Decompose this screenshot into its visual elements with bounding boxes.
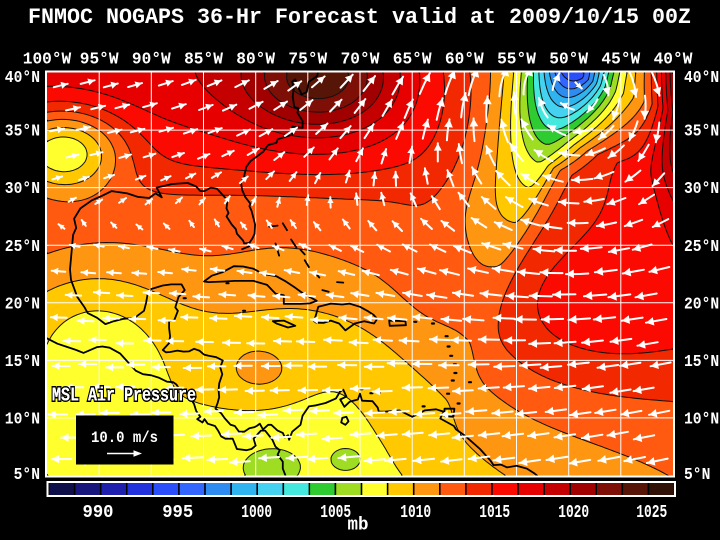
svg-text:30°N: 30°N: [684, 180, 719, 199]
svg-text:15°N: 15°N: [5, 353, 40, 372]
svg-text:15°N: 15°N: [684, 353, 719, 372]
svg-text:100°W: 100°W: [23, 51, 72, 70]
svg-text:85°W: 85°W: [184, 51, 224, 70]
svg-text:35°N: 35°N: [5, 123, 40, 142]
svg-text:20°N: 20°N: [5, 295, 40, 314]
svg-text:MSL Air Pressure: MSL Air Pressure: [52, 385, 196, 407]
svg-text:10°N: 10°N: [5, 411, 40, 430]
svg-text:40°N: 40°N: [684, 69, 719, 88]
svg-text:1025: 1025: [636, 503, 667, 523]
svg-text:1005: 1005: [320, 503, 351, 523]
svg-text:70°W: 70°W: [341, 51, 381, 70]
svg-text:35°N: 35°N: [684, 123, 719, 142]
svg-text:FNMOC NOGAPS 36-Hr Forecast va: FNMOC NOGAPS 36-Hr Forecast valid at 200…: [28, 5, 691, 30]
svg-text:MSL Air Pressure: MSL Air Pressure: [52, 385, 196, 407]
svg-text:5°N: 5°N: [14, 466, 40, 485]
svg-text:50°W: 50°W: [549, 51, 589, 70]
svg-text:1020: 1020: [558, 503, 589, 523]
svg-text:1010: 1010: [400, 503, 431, 523]
svg-text:60°W: 60°W: [445, 51, 485, 70]
svg-text:5°N: 5°N: [684, 466, 710, 485]
svg-text:90°W: 90°W: [132, 51, 172, 70]
svg-text:1000: 1000: [241, 503, 272, 523]
svg-text:45°W: 45°W: [601, 51, 641, 70]
svg-text:55°W: 55°W: [497, 51, 537, 70]
svg-text:25°N: 25°N: [5, 238, 40, 257]
svg-text:10.0 m/s: 10.0 m/s: [91, 429, 158, 447]
svg-text:990: 990: [83, 503, 114, 523]
svg-text:80°W: 80°W: [236, 51, 276, 70]
svg-text:1015: 1015: [479, 503, 510, 523]
svg-text:10°N: 10°N: [684, 411, 719, 430]
svg-text:65°W: 65°W: [393, 51, 433, 70]
svg-text:40°N: 40°N: [5, 69, 40, 88]
svg-text:30°N: 30°N: [5, 180, 40, 199]
svg-text:40°W: 40°W: [654, 51, 694, 70]
svg-text:25°N: 25°N: [684, 238, 719, 257]
svg-text:mb: mb: [348, 516, 369, 536]
svg-text:995: 995: [162, 503, 193, 523]
svg-text:20°N: 20°N: [684, 295, 719, 314]
svg-text:95°W: 95°W: [80, 51, 120, 70]
svg-text:75°W: 75°W: [288, 51, 328, 70]
